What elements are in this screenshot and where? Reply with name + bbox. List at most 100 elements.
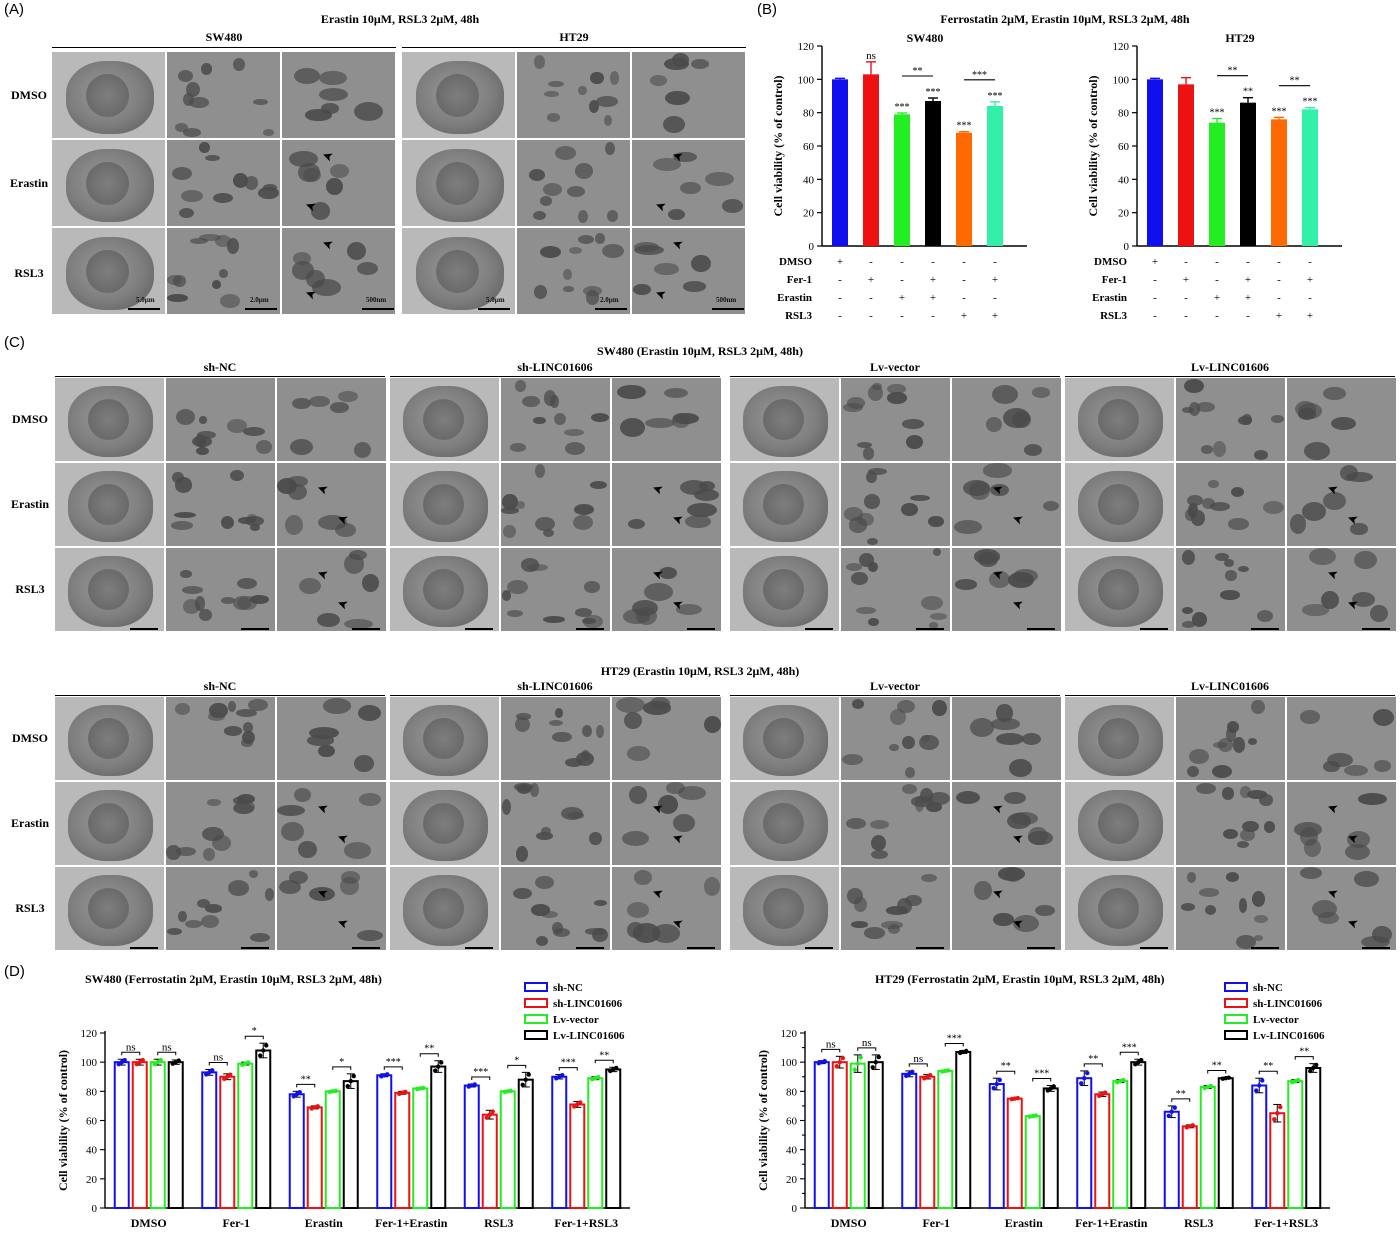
- panel-a-scalebar: [362, 308, 394, 310]
- treatment-label: Fer-1: [1102, 274, 1127, 286]
- mitochondrion: [866, 470, 878, 484]
- mitochondrion: [503, 525, 516, 539]
- mitochondrion: [198, 609, 212, 622]
- treatment-mark: -: [1308, 292, 1312, 304]
- panel-c-sw480-micrograph: [1176, 548, 1285, 631]
- mitochondrion: [223, 726, 243, 736]
- panel-c-sw480-title: SW480 (Erastin 10μM, RSL3 2μM, 48h): [597, 344, 803, 358]
- mitochondrion: [173, 274, 186, 287]
- mitochondrion: [263, 129, 274, 136]
- panel-c-ht29-group-line: [55, 695, 385, 696]
- mitochondrion: [1259, 794, 1273, 806]
- panel-a-micrograph: [402, 52, 515, 138]
- data-point: [928, 1073, 933, 1078]
- mitochondrion: [1344, 844, 1370, 861]
- mitochondrion: [1181, 606, 1194, 614]
- panel-a-row-rsl3: RSL3: [14, 266, 44, 280]
- arrow-marker: ➤: [649, 799, 666, 818]
- mitochondrion: [221, 596, 235, 604]
- mitochondrion: [178, 70, 194, 82]
- data-point: [840, 1055, 845, 1061]
- mitochondrion: [227, 700, 236, 712]
- panel-c-sw480-micrograph: [277, 378, 386, 461]
- mitochondrion: [1270, 415, 1284, 423]
- mitochondrion: [990, 718, 1020, 730]
- panel-c-ht29-micrograph: [730, 697, 839, 780]
- panel-c-ht29-scalebar: [805, 947, 833, 949]
- mitochondrion: [543, 615, 565, 624]
- mitochondrion: [969, 718, 995, 738]
- mitochondrion: [516, 712, 531, 720]
- mitochondrion: [574, 163, 593, 180]
- treatment-label: Erastin: [777, 292, 812, 304]
- mitochondrion: [554, 707, 564, 718]
- mitochondrion: [581, 750, 591, 762]
- bar: [1269, 1112, 1286, 1209]
- mitochondrion: [542, 528, 554, 538]
- treatment-mark: -: [1308, 256, 1312, 268]
- mitochondrion: [246, 513, 257, 521]
- data-point: [1015, 1095, 1020, 1101]
- mitochondrion: [536, 936, 548, 947]
- arrow-marker: ➤: [319, 147, 335, 166]
- mitochondrion: [292, 397, 311, 410]
- bar: [605, 1068, 622, 1210]
- treatment-mark: +: [930, 274, 936, 286]
- legend-label: Lv-LINC01606: [553, 1030, 625, 1042]
- nucleus: [87, 398, 130, 441]
- data-point: [1051, 1084, 1056, 1089]
- panel-c-ht29-row-label: Erastin: [10, 816, 49, 830]
- bar: [831, 1061, 848, 1209]
- bar: [481, 1113, 498, 1210]
- mitochondrion: [1299, 710, 1320, 724]
- bar: [587, 1077, 604, 1210]
- y-tick-label: 40: [803, 174, 815, 186]
- y-tick-label: 80: [786, 1086, 798, 1098]
- legend-swatch: [1224, 998, 1248, 1008]
- panel-a-scalebar: [595, 308, 627, 310]
- mitochondrion: [1372, 926, 1392, 944]
- data-point: [261, 1048, 266, 1053]
- panel-c-sw480-micrograph: [1065, 548, 1174, 631]
- panel-a-scalebar: [478, 308, 510, 310]
- bar: [1147, 79, 1163, 246]
- mitochondrion: [347, 241, 367, 260]
- mitochondrion: [672, 813, 695, 832]
- mitochondrion: [886, 392, 907, 404]
- legend-label: sh-LINC01606: [1253, 998, 1323, 1010]
- mitochondrion: [1186, 872, 1196, 884]
- mitochondrion: [358, 705, 381, 722]
- mitochondrion: [1251, 700, 1266, 715]
- mitochondrion: [532, 210, 546, 220]
- mitochondrion: [986, 417, 1003, 433]
- comparison-bracket: [1083, 1063, 1103, 1067]
- panel-c-sw480-micrograph: [841, 378, 950, 461]
- mitochondrion: [920, 734, 931, 743]
- panel-c-sw480-group-line: [1065, 376, 1395, 377]
- data-point: [822, 1058, 827, 1064]
- panel-c-ht29-micrograph: [166, 867, 275, 950]
- mitochondrion: [526, 563, 549, 571]
- arrow-marker: ➤: [334, 914, 351, 933]
- mitochondrion: [237, 578, 258, 590]
- mitochondrion: [250, 595, 269, 605]
- panel-c-sw480-group-label: sh-LINC01606: [517, 360, 593, 374]
- mitochondrion: [235, 708, 257, 718]
- treatment-mark: +: [1214, 292, 1220, 304]
- data-point: [578, 1100, 583, 1105]
- panel-c-sw480-scalebar: [130, 628, 158, 630]
- mitochondrion: [308, 886, 336, 901]
- mitochondrion: [175, 847, 196, 857]
- mitochondrion: [863, 927, 886, 939]
- mitochondrion: [1232, 737, 1245, 753]
- mitochondrion: [845, 817, 867, 829]
- mitochondrion: [644, 583, 674, 601]
- category-label: Fer-1: [222, 1216, 250, 1230]
- mitochondrion: [1005, 868, 1023, 882]
- panel-a-scalebar-label-2um-ht29: 2.0μm: [600, 296, 619, 304]
- mitochondrion: [1330, 416, 1357, 431]
- treatment-mark: -: [1246, 256, 1250, 268]
- y-tick-label: 120: [781, 1028, 798, 1040]
- mitochondrion: [622, 608, 651, 624]
- comparison-bracket: [558, 1067, 578, 1071]
